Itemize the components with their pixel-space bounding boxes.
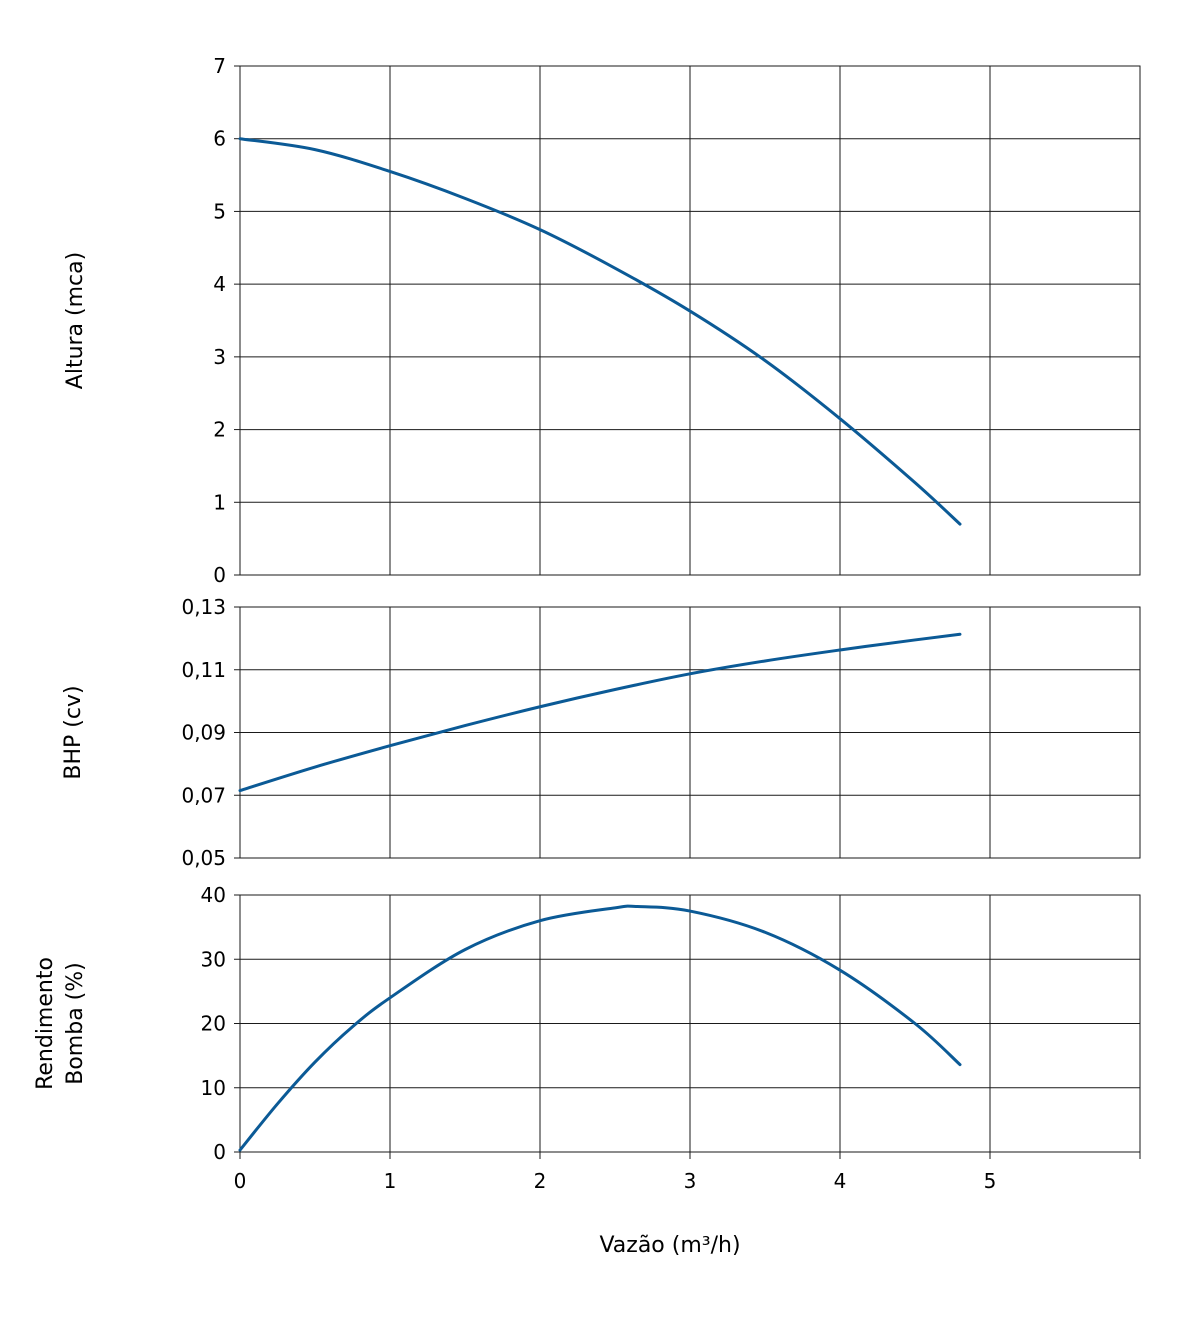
- x-tick-label: 3: [684, 1169, 697, 1193]
- panel-bhp: 0,05 0,07 0,09 0,11 0,13 BHP (cv): [61, 595, 1141, 870]
- y-tick-label: 0: [213, 563, 226, 587]
- y-tick-label: 7: [213, 54, 226, 78]
- panel-rendimento: 0 10 20 30 40 Rendimento Bomba (%): [33, 883, 1141, 1164]
- y-tick-label: 4: [213, 272, 226, 296]
- y-tick-label: 0,07: [181, 783, 226, 807]
- y-tick-label: 5: [213, 199, 226, 223]
- y-tick-label: 0,13: [181, 595, 226, 619]
- panel-altura: 0 1 2 3 4 5 6 7 Altura (mca): [63, 54, 1141, 587]
- y-tick-label: 0,09: [181, 721, 226, 745]
- y-axis-title-line: Bomba (%): [63, 962, 88, 1085]
- y-tick-label: 0: [213, 1140, 226, 1164]
- x-tick-label: 2: [534, 1169, 547, 1193]
- y-tick-label: 20: [201, 1012, 226, 1036]
- y-tick-label: 0,11: [181, 658, 226, 682]
- y-axis-title: Altura (mca): [63, 252, 88, 389]
- x-tick-label: 1: [384, 1169, 397, 1193]
- y-tick-label: 0,05: [181, 846, 226, 870]
- x-tick-label: 4: [834, 1169, 847, 1193]
- y-axis-title-line: Rendimento: [33, 957, 58, 1090]
- y-tick-label: 1: [213, 490, 226, 514]
- y-axis-title: BHP (cv): [61, 685, 86, 779]
- y-tick-label: 40: [201, 883, 226, 907]
- plot-frame: [239, 606, 1141, 859]
- series-line: [238, 137, 962, 526]
- x-tick-label: 5: [984, 1169, 997, 1193]
- series-line: [238, 632, 962, 793]
- x-tick-label: 0: [234, 1169, 247, 1193]
- plot-frame: [239, 65, 1141, 576]
- series-line: [238, 904, 962, 1152]
- y-tick-label: 3: [213, 345, 226, 369]
- y-tick-label: 2: [213, 418, 226, 442]
- x-axis: 0 1 2 3 4 5 Vazão (m³/h): [234, 1152, 1141, 1258]
- y-axis-title: Rendimento Bomba (%): [33, 957, 88, 1090]
- y-tick-label: 30: [201, 947, 226, 971]
- y-tick-label: 6: [213, 127, 226, 151]
- y-tick-label: 10: [201, 1076, 226, 1100]
- x-axis-title: Vazão (m³/h): [599, 1233, 740, 1258]
